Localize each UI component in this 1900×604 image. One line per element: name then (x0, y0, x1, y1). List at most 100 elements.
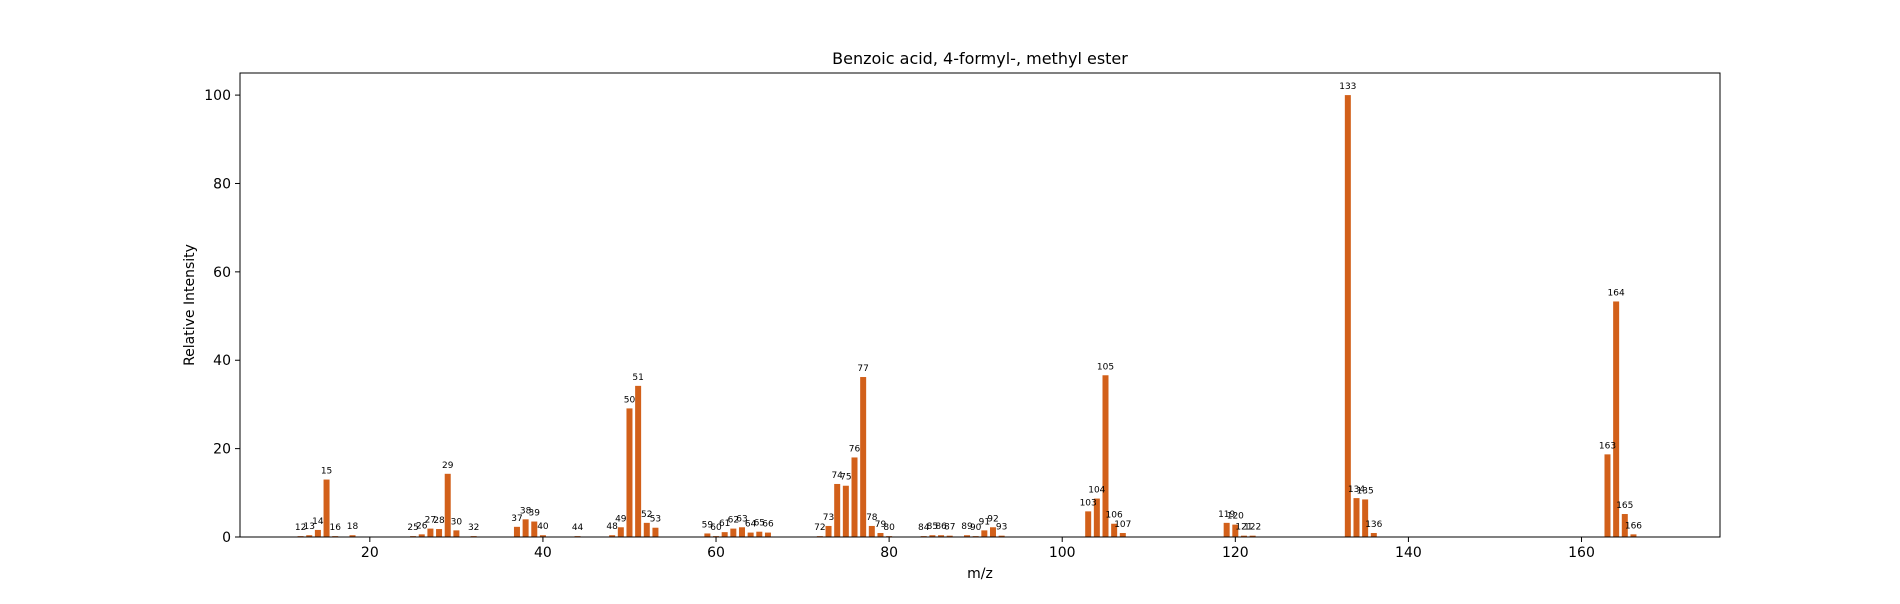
bar-label-mz-51: 51 (632, 373, 643, 383)
bar-mz-79 (877, 533, 884, 537)
bar-label-mz-90: 90 (970, 523, 982, 533)
bar-mz-40 (539, 535, 546, 537)
bars-layer (297, 95, 1637, 537)
x-tick-label: 140 (1395, 545, 1422, 561)
bar-mz-87 (946, 535, 953, 537)
plot-frame (239, 72, 1721, 538)
x-axis-ticks: 20 40 60 80 100 120 140 160 (361, 537, 1595, 561)
bar-label-mz-106: 106 (1106, 511, 1123, 521)
bar-label-mz-48: 48 (606, 522, 618, 532)
bar-label-mz-75: 75 (840, 473, 851, 483)
bar-label-mz-119: 119 (1218, 510, 1235, 520)
bar-label-mz-73: 73 (823, 513, 834, 523)
x-axis-label: m/z (967, 566, 993, 582)
bar-mz-52 (643, 522, 650, 537)
bar-mz-51 (635, 385, 642, 537)
bar-mz-76 (851, 457, 858, 537)
bar-mz-135 (1362, 499, 1369, 537)
y-tick-label: 80 (213, 176, 231, 192)
bar-label-mz-165: 165 (1616, 501, 1633, 511)
bar-mz-104 (1093, 498, 1100, 537)
x-tick-label: 40 (534, 545, 552, 561)
bar-mz-61 (721, 532, 728, 537)
bar-mz-49 (617, 527, 624, 537)
bar-label-mz-25: 25 (407, 523, 418, 533)
bar-label-mz-27: 27 (425, 516, 436, 526)
bar-label-mz-38: 38 (520, 506, 532, 516)
bar-label-mz-44: 44 (572, 523, 584, 533)
x-tick-label: 80 (880, 545, 898, 561)
x-tick-label: 20 (361, 545, 379, 561)
bar-label-mz-120: 120 (1227, 512, 1244, 522)
bar-label-mz-28: 28 (433, 516, 445, 526)
bar-mz-136 (1370, 533, 1377, 537)
x-tick-label: 160 (1568, 545, 1595, 561)
bar-mz-134 (1353, 498, 1360, 537)
bar-mz-103 (1085, 511, 1092, 537)
bar-label-mz-134: 134 (1348, 485, 1365, 495)
bar-mz-74 (834, 483, 841, 537)
bar-label-mz-91: 91 (979, 517, 990, 527)
bar-label-mz-78: 78 (866, 513, 878, 523)
bar-mz-13 (306, 535, 313, 537)
bar-label-mz-133: 133 (1339, 82, 1356, 92)
bar-mz-29 (444, 473, 451, 537)
bar-label-mz-50: 50 (624, 395, 636, 405)
bar-label-mz-12: 12 (295, 523, 306, 533)
bar-mz-133 (1344, 95, 1351, 537)
bar-mz-86 (938, 535, 945, 537)
y-tick-label: 60 (213, 265, 231, 281)
bar-mz-18 (349, 535, 356, 537)
bar-label-mz-104: 104 (1088, 486, 1105, 496)
bar-label-mz-52: 52 (641, 510, 652, 520)
bar-label-mz-76: 76 (849, 444, 861, 454)
bar-mz-165 (1621, 514, 1628, 537)
x-tick-label: 120 (1222, 545, 1249, 561)
bar-label-mz-26: 26 (416, 521, 428, 531)
bar-mz-75 (842, 485, 849, 537)
bar-label-mz-15: 15 (321, 467, 332, 477)
bar-label-mz-93: 93 (996, 523, 1007, 533)
bar-label-mz-29: 29 (442, 461, 454, 471)
bar-mz-163 (1604, 454, 1611, 537)
bar-mz-64 (747, 532, 754, 537)
bar-label-mz-60: 60 (710, 523, 722, 533)
bar-mz-14 (314, 529, 321, 537)
bar-label-mz-103: 103 (1080, 498, 1097, 508)
bar-label-mz-87: 87 (944, 523, 955, 533)
bar-mz-28 (436, 529, 443, 537)
bar-mz-66 (764, 532, 771, 537)
bar-label-mz-39: 39 (529, 509, 541, 519)
chart-title: Benzoic acid, 4-formyl-, methyl ester (832, 49, 1128, 68)
bar-label-mz-61: 61 (719, 519, 730, 529)
bar-label-mz-37: 37 (511, 514, 522, 524)
bar-mz-78 (868, 525, 875, 537)
bar-mz-106 (1111, 523, 1118, 537)
bar-mz-85 (929, 535, 936, 537)
bar-label-mz-105: 105 (1097, 362, 1114, 372)
bar-label-mz-66: 66 (762, 520, 774, 530)
bar-mz-77 (860, 377, 867, 537)
bar-label-mz-107: 107 (1114, 520, 1131, 530)
bar-mz-38 (522, 519, 529, 537)
bar-label-mz-49: 49 (615, 514, 627, 524)
bar-label-mz-121: 121 (1235, 523, 1252, 533)
bar-mz-30 (453, 530, 460, 537)
bar-mz-92 (989, 527, 996, 537)
bar-mz-26 (418, 534, 425, 537)
bar-mz-62 (730, 528, 737, 537)
bar-mz-63 (738, 527, 745, 537)
bar-mz-48 (609, 535, 616, 537)
bar-label-mz-80: 80 (883, 523, 895, 533)
bar-label-mz-166: 166 (1625, 521, 1642, 531)
bar-label-mz-77: 77 (857, 364, 868, 374)
bar-mz-65 (756, 531, 763, 537)
bar-label-mz-40: 40 (537, 522, 549, 532)
bar-label-mz-18: 18 (347, 522, 359, 532)
bar-mz-166 (1630, 534, 1637, 537)
bar-label-mz-84: 84 (918, 523, 930, 533)
bar-mz-91 (981, 530, 988, 537)
